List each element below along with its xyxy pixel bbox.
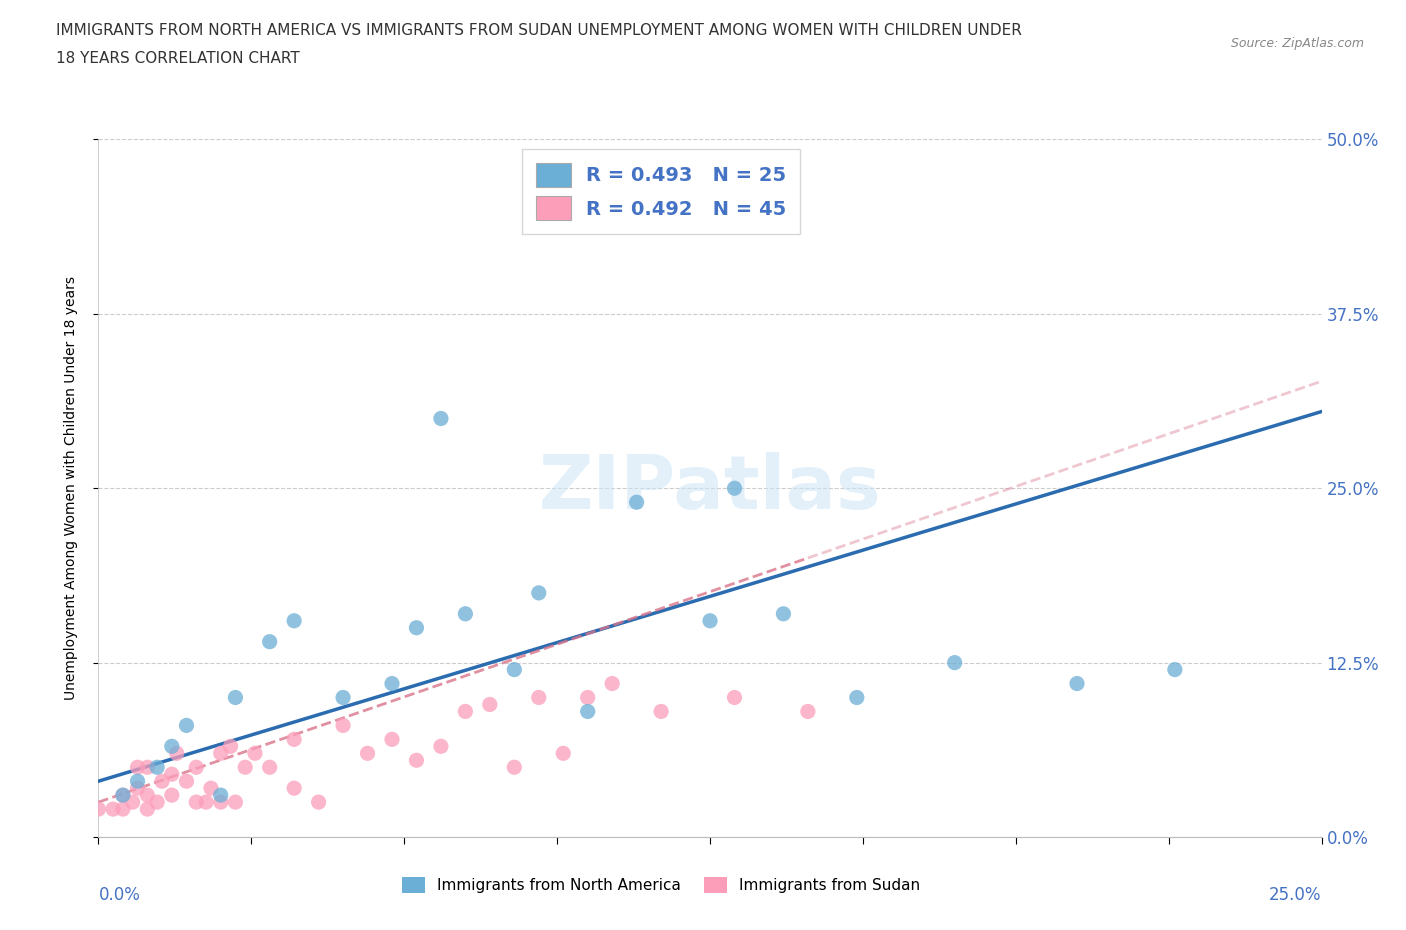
- Point: [478, 698, 501, 712]
- Point: [1164, 662, 1187, 677]
- Point: [160, 738, 183, 753]
- Point: [127, 760, 149, 775]
- Point: [283, 732, 305, 747]
- Point: [332, 718, 354, 733]
- Point: [772, 606, 794, 621]
- Text: 25.0%: 25.0%: [1270, 885, 1322, 904]
- Legend: Immigrants from North America, Immigrants from Sudan: Immigrants from North America, Immigrant…: [396, 870, 927, 899]
- Point: [166, 746, 188, 761]
- Point: [1066, 676, 1088, 691]
- Point: [283, 781, 305, 796]
- Point: [233, 760, 256, 775]
- Point: [111, 788, 134, 803]
- Point: [430, 411, 453, 426]
- Point: [209, 788, 232, 803]
- Text: 0.0%: 0.0%: [98, 885, 141, 904]
- Point: [160, 788, 183, 803]
- Point: [626, 495, 648, 510]
- Point: [454, 606, 477, 621]
- Point: [381, 676, 404, 691]
- Point: [527, 586, 550, 601]
- Point: [150, 774, 173, 789]
- Point: [943, 656, 966, 671]
- Point: [209, 794, 232, 809]
- Point: [121, 794, 143, 809]
- Point: [503, 760, 526, 775]
- Point: [454, 704, 477, 719]
- Point: [200, 781, 222, 796]
- Point: [723, 481, 745, 496]
- Point: [176, 718, 198, 733]
- Point: [186, 760, 208, 775]
- Point: [527, 690, 550, 705]
- Point: [176, 774, 198, 789]
- Text: IMMIGRANTS FROM NORTH AMERICA VS IMMIGRANTS FROM SUDAN UNEMPLOYMENT AMONG WOMEN : IMMIGRANTS FROM NORTH AMERICA VS IMMIGRA…: [56, 23, 1022, 38]
- Point: [845, 690, 868, 705]
- Point: [797, 704, 820, 719]
- Point: [186, 794, 208, 809]
- Point: [308, 794, 330, 809]
- Point: [283, 614, 305, 629]
- Point: [576, 704, 599, 719]
- Text: Source: ZipAtlas.com: Source: ZipAtlas.com: [1230, 37, 1364, 50]
- Text: ZIPatlas: ZIPatlas: [538, 452, 882, 525]
- Point: [723, 690, 745, 705]
- Point: [576, 690, 599, 705]
- Point: [356, 746, 378, 761]
- Point: [195, 794, 218, 809]
- Point: [381, 732, 404, 747]
- Point: [405, 753, 427, 768]
- Point: [101, 802, 124, 817]
- Point: [600, 676, 623, 691]
- Point: [219, 738, 242, 753]
- Point: [259, 760, 281, 775]
- Point: [209, 746, 232, 761]
- Point: [332, 690, 354, 705]
- Point: [87, 802, 110, 817]
- Point: [224, 794, 246, 809]
- Point: [503, 662, 526, 677]
- Point: [553, 746, 575, 761]
- Point: [111, 802, 134, 817]
- Point: [259, 634, 281, 649]
- Point: [136, 760, 159, 775]
- Point: [146, 794, 169, 809]
- Point: [160, 766, 183, 781]
- Text: 18 YEARS CORRELATION CHART: 18 YEARS CORRELATION CHART: [56, 51, 299, 66]
- Point: [650, 704, 672, 719]
- Point: [111, 788, 134, 803]
- Point: [243, 746, 266, 761]
- Point: [146, 760, 169, 775]
- Point: [127, 774, 149, 789]
- Point: [136, 802, 159, 817]
- Point: [405, 620, 427, 635]
- Point: [430, 738, 453, 753]
- Point: [127, 781, 149, 796]
- Point: [699, 614, 721, 629]
- Point: [224, 690, 246, 705]
- Point: [136, 788, 159, 803]
- Y-axis label: Unemployment Among Women with Children Under 18 years: Unemployment Among Women with Children U…: [63, 276, 77, 700]
